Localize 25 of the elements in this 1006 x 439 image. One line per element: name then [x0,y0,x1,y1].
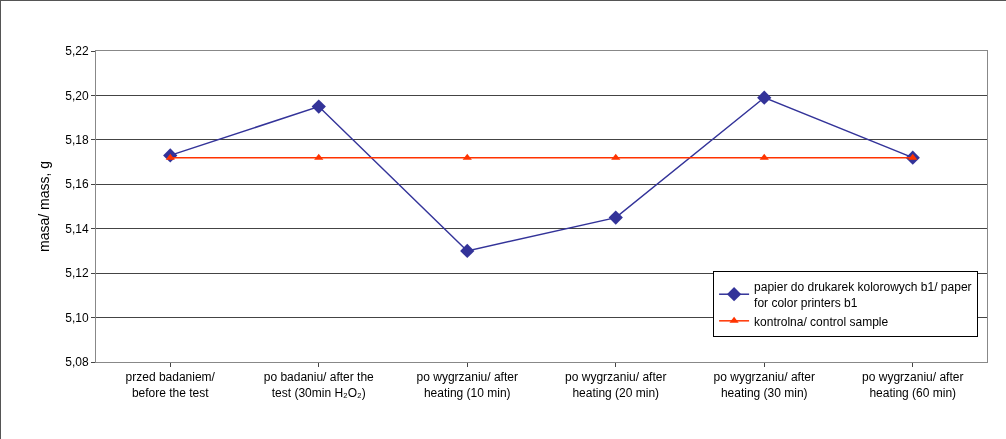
point [608,210,623,225]
x-tick-label: po wygrzaniu/ after heating (10 min) [416,370,518,400]
y-axis-title: masa/ mass, g [35,160,52,253]
y-tick-label: 5,22 [65,44,89,59]
legend-label: kontrolna/ control sample [754,314,889,329]
y-tick-label: 5,10 [65,310,89,325]
x-tick-label: po badaniu/ after the test (30min H₂O₂) [263,370,375,400]
point [611,153,621,160]
point [462,153,472,160]
point [311,99,326,114]
x-tick-label: po wygrzaniu/ after heating (30 min) [713,370,815,400]
x-tick-label: po wygrzaniu/ after heating (60 min) [862,370,964,400]
y-tick-label: 5,12 [65,266,89,281]
point [314,153,324,160]
legend-label: papier do drukarek kolorowych b1/ paper for color printers b1 [754,280,972,310]
point [759,153,769,160]
y-tick-label: 5,16 [65,177,89,192]
y-tick-label: 5,08 [65,355,89,370]
point [757,90,772,105]
y-tick-label: 5,18 [65,133,89,148]
y-tick-label: 5,14 [65,221,89,236]
y-tick-label: 5,20 [65,88,89,103]
x-tick-label: po wygrzaniu/ after heating (20 min) [565,370,667,400]
point [460,243,475,259]
x-tick-label: przed badaniem/ before the test [125,370,216,400]
